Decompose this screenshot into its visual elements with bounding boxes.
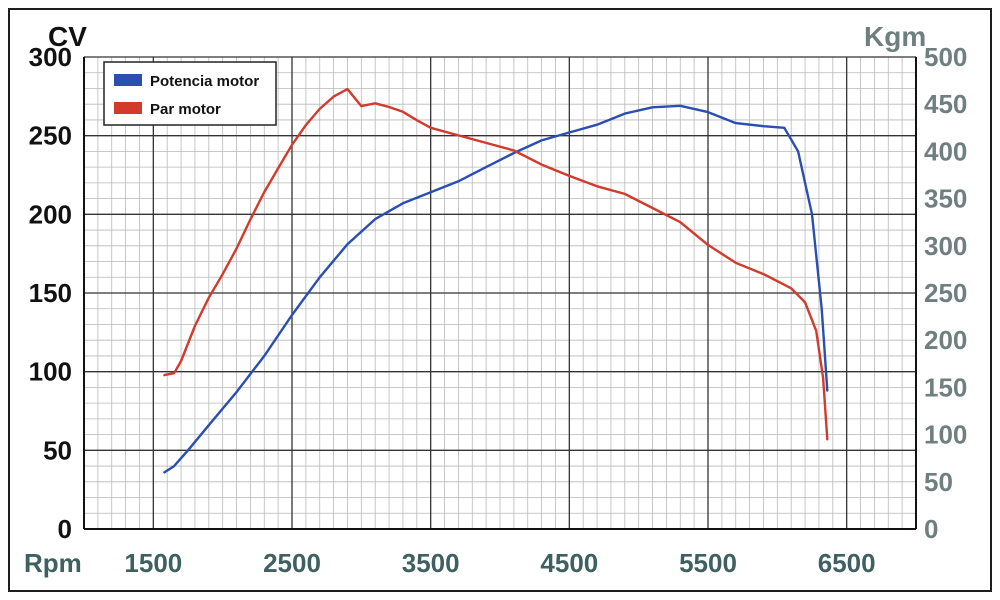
y-right-tick-label: 350 <box>924 184 967 214</box>
x-tick-label: 4500 <box>540 548 598 578</box>
y-left-tick-label: 0 <box>58 514 72 544</box>
x-tick-label: 1500 <box>124 548 182 578</box>
x-tick-label: 5500 <box>679 548 737 578</box>
series-line-0 <box>163 104 829 474</box>
major-grid <box>84 56 916 529</box>
y-left-tick-label: 50 <box>43 435 72 465</box>
y-right-tick-label: 300 <box>924 231 967 261</box>
y-right-tick-label: 450 <box>924 89 967 119</box>
y-left-tick-label: 150 <box>29 278 72 308</box>
legend: Potencia motor Par motor <box>103 61 277 126</box>
y-right-tick-label: 200 <box>924 325 967 355</box>
x-axis-title: Rpm <box>24 548 82 578</box>
left-axis-ticks: 0 50 100 150 200 250 300 <box>29 42 72 544</box>
y-right-tick-label: 250 <box>924 278 967 308</box>
y-left-tick-label: 200 <box>29 199 72 229</box>
x-tick-label: 2500 <box>263 548 321 578</box>
x-tick-label: 6500 <box>818 548 876 578</box>
y-right-tick-label: 500 <box>924 42 967 72</box>
legend-swatch-par <box>114 102 142 114</box>
legend-label-potencia: Potencia motor <box>150 73 259 90</box>
y-right-tick-label: 400 <box>924 136 967 166</box>
y-right-tick-label: 100 <box>924 420 967 450</box>
right-axis-ticks: 0 50 100 150 200 250 300 350 400 450 500 <box>924 42 967 544</box>
y-right-tick-label: 0 <box>924 514 938 544</box>
legend-box <box>103 61 277 126</box>
legend-swatch-potencia <box>114 74 142 86</box>
y-right-tick-label: 150 <box>924 372 967 402</box>
y-left-tick-label: 100 <box>29 357 72 387</box>
x-axis-ticks: 1500 2500 3500 4500 5500 6500 <box>124 548 875 578</box>
series-line-1 <box>163 87 829 441</box>
axis-lines <box>83 57 917 530</box>
x-tick-label: 3500 <box>402 548 460 578</box>
y-right-tick-label: 50 <box>924 467 953 497</box>
legend-label-par: Par motor <box>150 101 221 118</box>
y-left-tick-label: 250 <box>29 121 72 151</box>
y-left-tick-label: 300 <box>29 42 72 72</box>
y-axis-left-title: CV <box>48 21 87 52</box>
series-layer <box>163 87 829 474</box>
y-axis-right-title: Kgm <box>864 21 926 52</box>
